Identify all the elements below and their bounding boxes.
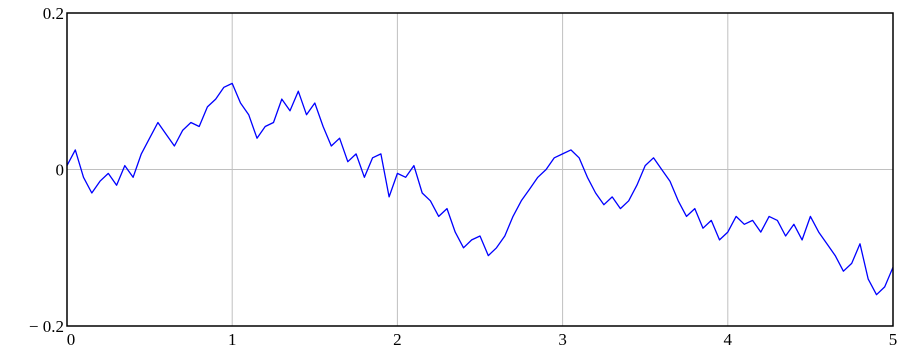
y-tick-label: 0 — [56, 161, 65, 180]
x-tick-label: 1 — [228, 330, 237, 349]
y-tick-label: − 0.2 — [29, 317, 64, 336]
x-tick-label: 0 — [67, 330, 76, 349]
x-tick-label: 2 — [393, 330, 402, 349]
y-axis-ticks: 0.2 0 − 0.2 — [29, 4, 64, 336]
y-tick-label: 0.2 — [43, 4, 64, 23]
series-line — [66, 82, 894, 296]
x-axis-ticks: 0 1 2 3 4 5 — [67, 330, 898, 349]
grid-lines — [67, 13, 893, 326]
plot-frame — [66, 12, 894, 327]
x-tick-label: 5 — [889, 330, 898, 349]
x-tick-label: 3 — [558, 330, 567, 349]
x-tick-label: 4 — [724, 330, 733, 349]
